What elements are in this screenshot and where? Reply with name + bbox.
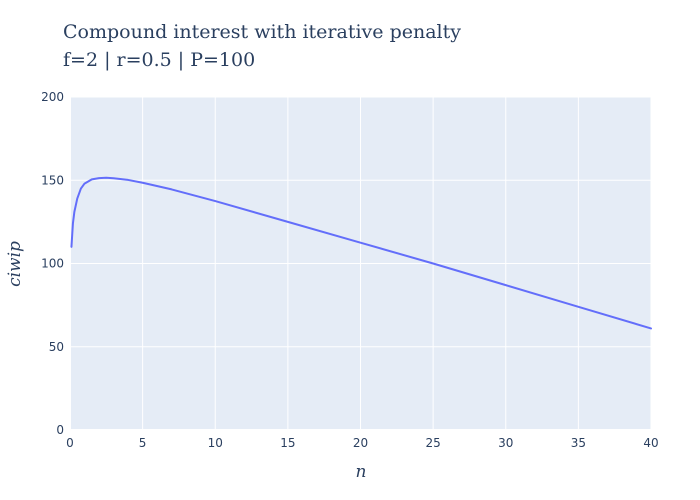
y-axis-title: ciwip — [5, 241, 25, 287]
x-tick-label: 35 — [571, 436, 586, 450]
x-tick-label: 20 — [353, 436, 368, 450]
x-axis-title: n — [356, 462, 367, 482]
x-tick-label: 15 — [280, 436, 295, 450]
y-tick-label: 150 — [41, 173, 64, 187]
x-tick-label: 40 — [643, 436, 658, 450]
chart-subtitle: f=2 | r=0.5 | P=100 — [63, 49, 255, 71]
chart-title: Compound interest with iterative penalty — [63, 21, 461, 43]
y-tick-label: 200 — [41, 90, 64, 104]
x-tick-label: 30 — [498, 436, 513, 450]
y-tick-label: 100 — [41, 257, 64, 271]
tick-labels: 0 5 10 15 20 25 30 35 40 0 50 100 150 200 — [41, 90, 659, 450]
grid — [69, 96, 652, 431]
x-tick-label: 10 — [208, 436, 223, 450]
y-tick-label: 0 — [56, 423, 64, 437]
x-tick-label: 25 — [425, 436, 440, 450]
x-tick-label: 5 — [139, 436, 147, 450]
series-layer — [70, 176, 652, 330]
y-tick-label: 50 — [49, 340, 64, 354]
series-line — [70, 176, 652, 330]
x-tick-label: 0 — [66, 436, 74, 450]
